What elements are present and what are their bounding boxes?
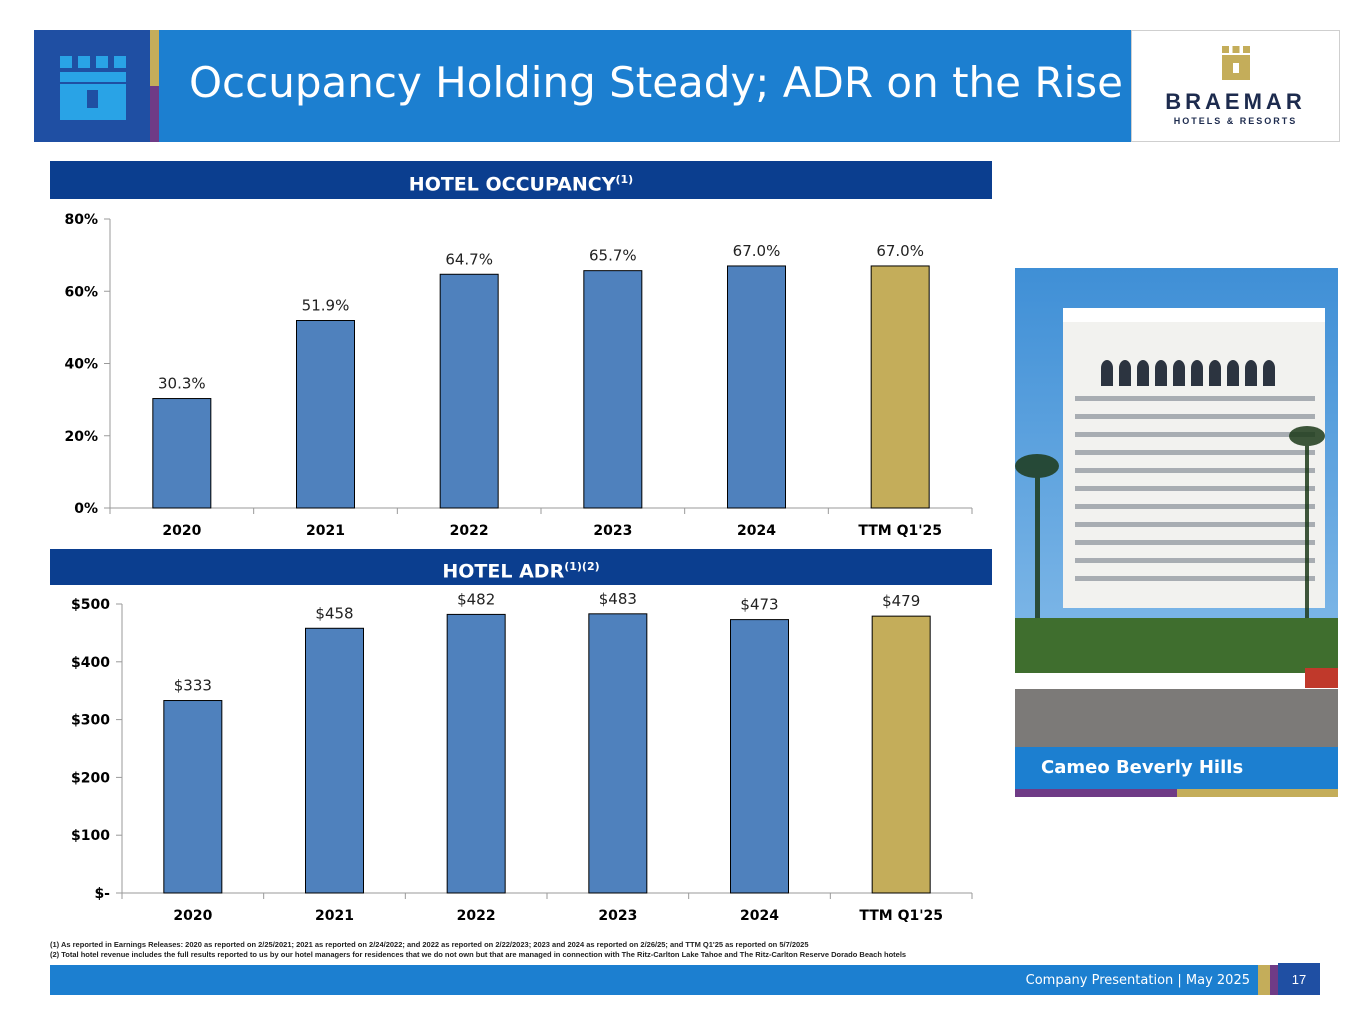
footnote-1: (1) As reported in Earnings Releases: 20… <box>50 940 809 949</box>
logo-name: BRAEMAR <box>1165 89 1306 114</box>
footnote-2: (2) Total hotel revenue includes the ful… <box>50 950 907 959</box>
occupancy-title-footnote-ref: (1) <box>615 173 634 186</box>
castle-icon <box>60 56 126 120</box>
page-number-box <box>1278 963 1320 995</box>
hotel-photo <box>1015 268 1338 747</box>
bar <box>727 265 786 509</box>
x-tick-label: 2023 <box>593 523 632 539</box>
bar <box>730 619 789 894</box>
bar <box>871 615 931 894</box>
data-label: $483 <box>599 590 637 608</box>
occupancy-title-text: HOTEL OCCUPANCY <box>408 173 616 196</box>
data-label: $458 <box>315 604 353 622</box>
photo-stripe-gold <box>1177 789 1338 797</box>
x-tick-label: TTM Q1'25 <box>859 908 943 924</box>
bar <box>446 613 506 894</box>
y-tick-label: 0% <box>74 501 98 517</box>
braemar-logo: BRAEMAR HOTELS & RESORTS <box>1131 30 1340 142</box>
bar <box>163 700 223 894</box>
x-tick-label: 2020 <box>162 523 201 539</box>
logo-castle-icon <box>1222 46 1250 80</box>
y-tick-label: $500 <box>71 597 110 613</box>
occupancy-section-title: HOTEL OCCUPANCY(1) <box>50 161 992 199</box>
photo-stripe-purple <box>1015 789 1177 797</box>
data-label: $473 <box>740 596 778 614</box>
footer-band <box>50 965 1258 995</box>
y-tick-label: $400 <box>71 655 110 671</box>
footer-stripe-purple <box>1270 965 1278 995</box>
y-tick-label: 80% <box>64 212 98 228</box>
data-label: 51.9% <box>302 297 350 315</box>
bar <box>583 270 643 509</box>
x-tick-label: 2020 <box>173 908 212 924</box>
y-tick-label: $300 <box>71 713 110 729</box>
bar <box>305 627 364 894</box>
x-tick-label: 2021 <box>306 523 345 539</box>
data-label: 67.0% <box>876 242 924 260</box>
page-title: Occupancy Holding Steady; ADR on the Ris… <box>189 58 1123 107</box>
bar <box>152 398 212 509</box>
data-label: $479 <box>882 592 920 610</box>
footer-stripe-gold <box>1258 965 1270 995</box>
x-tick-label: 2022 <box>450 523 489 539</box>
y-tick-label: $200 <box>71 770 110 786</box>
bar <box>439 273 499 509</box>
y-tick-label: 60% <box>64 284 98 300</box>
y-tick-label: $- <box>94 886 110 902</box>
x-tick-label: 2022 <box>457 908 496 924</box>
y-tick-label: 40% <box>64 357 98 373</box>
header-stripe-purple <box>150 86 159 142</box>
x-tick-label: TTM Q1'25 <box>858 523 942 539</box>
adr-title-text: HOTEL ADR <box>442 560 565 583</box>
bar <box>870 265 930 509</box>
logo-subtitle: HOTELS & RESORTS <box>1173 116 1298 126</box>
data-label: $333 <box>174 677 212 695</box>
adr-title-footnote-ref: (1)(2) <box>564 560 600 573</box>
data-label: 30.3% <box>158 375 206 393</box>
data-label: 64.7% <box>445 250 493 268</box>
y-tick-label: $100 <box>71 828 110 844</box>
data-label: 65.7% <box>589 247 637 265</box>
x-tick-label: 2023 <box>598 908 637 924</box>
adr-bar-chart: $- $100 $200 $300 $400 $500 $333 2020 $458 2021 $4… <box>71 590 973 924</box>
x-tick-label: 2024 <box>737 523 776 539</box>
x-tick-label: 2021 <box>315 908 354 924</box>
occupancy-bar-chart: 0% 20% 40% 60% 80% 30.3% 2020 51.9% 2021 64.7% 202… <box>64 212 973 539</box>
footer-text: Company Presentation | May 2025 <box>1025 973 1250 988</box>
photo-caption-band <box>1015 747 1338 789</box>
header-band <box>159 30 1131 142</box>
page-number: 17 <box>1291 972 1307 987</box>
photo-caption: Cameo Beverly Hills <box>1041 757 1244 778</box>
y-tick-label: 20% <box>64 429 98 445</box>
bar <box>588 613 648 894</box>
data-label: 67.0% <box>733 242 781 260</box>
header-stripe-gold <box>150 30 159 86</box>
data-label: $482 <box>457 590 495 608</box>
slide-header: Occupancy Holding Steady; ADR on the Ris… <box>34 30 1340 142</box>
adr-section-title: HOTEL ADR(1)(2) <box>50 549 992 585</box>
x-tick-label: 2024 <box>740 908 779 924</box>
bar <box>296 320 355 509</box>
header-castle-panel <box>34 30 150 142</box>
